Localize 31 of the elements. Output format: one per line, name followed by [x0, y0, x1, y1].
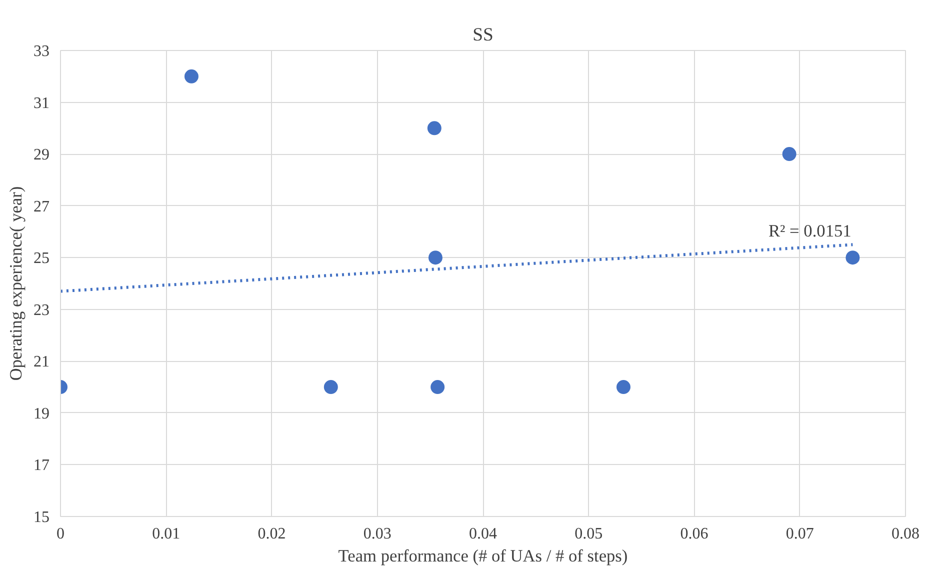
point: [324, 380, 338, 394]
y-tick-label: 21: [34, 354, 50, 371]
x-tick-label: 0.04: [469, 526, 497, 542]
x-tick-label: 0.07: [786, 526, 814, 542]
point: [616, 380, 630, 394]
x-axis-title: Team performance (# of UAs / # of steps): [338, 546, 628, 566]
x-tick-label: 0: [56, 526, 64, 542]
point: [184, 69, 198, 84]
point: [846, 250, 860, 265]
y-tick-label: 25: [34, 250, 50, 268]
y-tick-label: 17: [34, 457, 50, 474]
y-tick-label: 29: [34, 146, 50, 164]
y-axis-title: Operating experience( year): [6, 186, 26, 381]
point: [427, 121, 442, 136]
x-tick-label: 0.03: [363, 526, 392, 542]
y-tick-label: 15: [34, 509, 50, 526]
y-tick-label: 23: [34, 302, 50, 319]
point: [430, 380, 445, 394]
y-tick-label: 27: [34, 198, 50, 216]
chart-title: SS: [472, 24, 494, 46]
x-tick-label: 0.01: [152, 526, 180, 542]
x-tick-label: 0.06: [680, 526, 708, 542]
x-tick-label: 0.05: [574, 526, 603, 542]
point: [428, 250, 442, 265]
x-tick-label: 0.08: [892, 526, 920, 542]
y-tick-label: 19: [34, 405, 50, 422]
y-tick-label: 31: [34, 94, 50, 112]
x-tick-label: 0.02: [258, 526, 286, 542]
y-tick-label: 33: [34, 43, 50, 60]
point: [782, 147, 796, 162]
annotation: R² = 0.0151: [768, 222, 852, 241]
